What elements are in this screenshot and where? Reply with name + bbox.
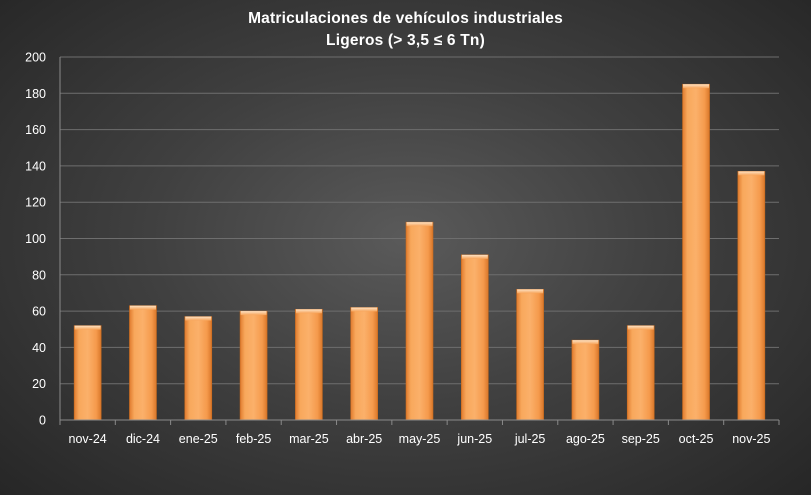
bar — [737, 171, 766, 421]
chart-title: Matriculaciones de vehículos industriale… — [248, 10, 563, 27]
bar-body — [737, 171, 766, 421]
bar-cap — [461, 254, 488, 259]
bar-body — [239, 310, 268, 421]
y-tick-label: 20 — [32, 377, 46, 391]
bar-cap — [185, 316, 212, 321]
x-tick-label: oct-25 — [679, 432, 714, 446]
x-tick-label: nov-24 — [69, 432, 107, 446]
bar-body — [571, 339, 600, 421]
bar-cap — [74, 325, 101, 330]
bar-cap — [129, 305, 156, 310]
bar — [73, 325, 102, 421]
y-tick-label: 100 — [25, 232, 46, 246]
bar-cap — [738, 171, 765, 176]
y-tick-label: 0 — [39, 414, 46, 428]
bar-cap — [295, 309, 322, 314]
y-tick-label: 180 — [25, 87, 46, 101]
bar-body — [184, 316, 213, 421]
gridlines — [60, 56, 779, 385]
x-tick-label: jun-25 — [456, 432, 492, 446]
x-tick-label: nov-25 — [732, 432, 770, 446]
bar-body — [461, 254, 489, 421]
y-tick-label: 40 — [32, 341, 46, 355]
x-tick-label: ene-25 — [179, 432, 218, 446]
bar — [184, 316, 213, 421]
bars — [73, 83, 766, 421]
y-axis: 0 20 40 60 80 100 120 140 160 180 200 — [25, 51, 61, 428]
bar — [350, 307, 378, 421]
bar-body — [405, 221, 434, 421]
y-tick-label: 120 — [25, 196, 46, 210]
bar-body — [626, 325, 655, 421]
x-tick-label: abr-25 — [346, 432, 382, 446]
x-tick-label: mar-25 — [289, 432, 329, 446]
x-tick-label: sep-25 — [622, 432, 660, 446]
chart-subtitle: Ligeros (> 3,5 ≤ 6 Tn) — [326, 32, 485, 49]
bar-body — [295, 308, 323, 421]
bar — [571, 339, 600, 421]
bar-cap — [240, 311, 267, 316]
x-tick-label: dic-24 — [126, 432, 160, 446]
bar-body — [516, 289, 544, 421]
bar-body — [682, 83, 710, 421]
y-tick-label: 140 — [25, 159, 46, 173]
bar-cap — [517, 289, 544, 294]
bar-cap — [351, 307, 378, 312]
bar — [516, 289, 544, 421]
bar — [682, 83, 710, 421]
x-tick-label: ago-25 — [566, 432, 605, 446]
bar — [461, 254, 489, 421]
y-tick-label: 80 — [32, 268, 46, 282]
bar — [295, 308, 323, 421]
bar-cap — [572, 340, 599, 345]
x-tick-label: jul-25 — [514, 432, 546, 446]
y-tick-label: 200 — [25, 51, 46, 65]
bar — [129, 305, 157, 421]
bar — [405, 221, 434, 421]
bar-body — [73, 325, 102, 421]
bar-body — [129, 305, 157, 421]
bar-cap — [406, 222, 433, 227]
bar-cap — [683, 84, 710, 89]
bar-body — [350, 307, 378, 421]
y-tick-label: 60 — [32, 305, 46, 319]
y-tick-label: 160 — [25, 123, 46, 137]
x-tick-label: feb-25 — [236, 432, 271, 446]
bar — [626, 325, 655, 421]
x-axis: nov-24 dic-24 ene-25 feb-25 mar-25 abr-25 may-… — [59, 419, 780, 446]
x-tick-label: may-25 — [399, 432, 441, 446]
bar — [239, 310, 268, 421]
bar-cap — [627, 325, 654, 330]
